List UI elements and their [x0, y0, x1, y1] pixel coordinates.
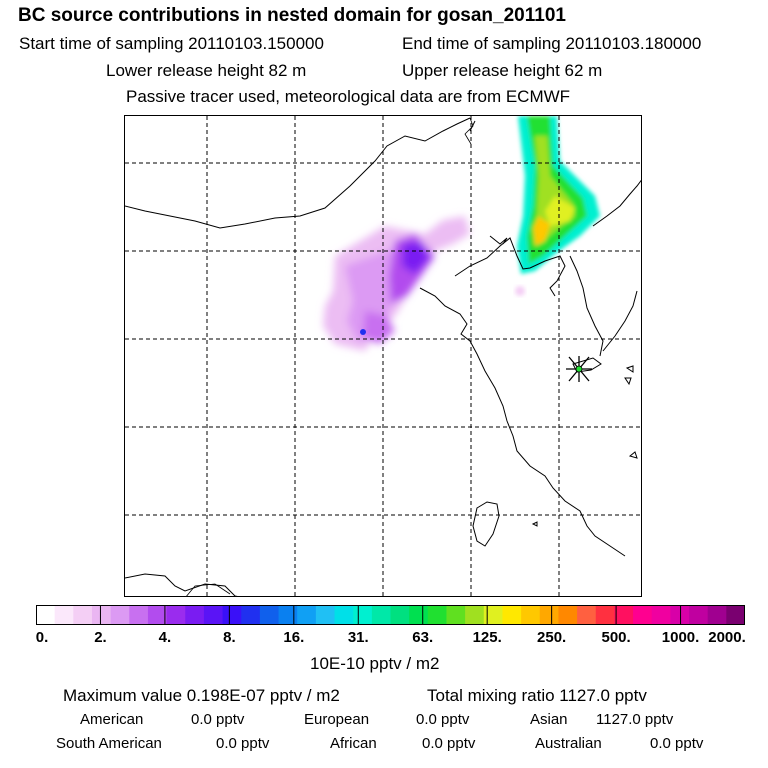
color-scale-swatch [334, 605, 354, 625]
color-scale-tick-label: 125. [472, 629, 502, 646]
color-scale-swatch [539, 605, 560, 625]
color-scale-swatch [465, 605, 485, 625]
color-scale-swatch [371, 605, 392, 625]
color-scale-swatch [315, 605, 336, 625]
color-scale-swatch [390, 605, 410, 625]
australian-value: 0.0 pptv [650, 735, 704, 752]
australian-label: Australian [535, 735, 602, 752]
color-scale-swatch [110, 605, 130, 625]
color-scale-tick-label: 0. [35, 629, 49, 646]
asterisk-marker [566, 356, 592, 382]
color-scale-swatch [278, 605, 298, 625]
lower-height-label: Lower release height 82 m [106, 61, 307, 80]
map-canvas [125, 116, 641, 596]
color-scale-swatch [595, 605, 615, 625]
max-value-label: Maximum value 0.198E-07 pptv / m2 [63, 686, 340, 705]
color-scale-swatch [558, 605, 578, 625]
color-scale-tick-label: 31. [347, 629, 369, 646]
color-scale-tick-label: 8. [223, 629, 236, 646]
color-scale-swatch [409, 605, 429, 625]
color-scale-swatch [707, 605, 727, 625]
borders [186, 117, 474, 596]
american-value: 0.0 pptv [191, 711, 245, 728]
color-scale-swatch [726, 605, 745, 625]
color-scale-swatch [259, 605, 280, 625]
tracer-label: Passive tracer used, meteorological data… [126, 87, 571, 106]
color-scale-tick-label: 250. [537, 629, 567, 646]
color-scale-swatch [36, 605, 56, 625]
color-scale-swatch [670, 605, 690, 625]
color-scale-tick-label: 500. [601, 629, 631, 646]
color-scale-swatch [651, 605, 671, 625]
color-scale-swatch [353, 605, 373, 625]
asian-label: Asian [530, 711, 568, 728]
color-scale-swatch [73, 605, 93, 625]
color-scale-swatch [614, 605, 634, 625]
color-scale-swatch [54, 605, 74, 625]
color-scale-border [36, 605, 745, 625]
european-label: European [304, 711, 370, 728]
color-scale-swatch [689, 605, 709, 625]
color-scale-tick-label: 2000. [708, 629, 746, 646]
start-time-label: Start time of sampling 20110103.150000 [19, 34, 324, 53]
color-scale-tick-label: 16. [283, 629, 305, 646]
color-scale-swatch [633, 605, 653, 625]
plume-spot [515, 286, 525, 296]
color-scale-swatch [502, 605, 522, 625]
color-scale-tick-label: 2. [94, 629, 107, 646]
color-scale-bar [36, 605, 745, 625]
color-scale-swatch [129, 605, 149, 625]
color-scale-swatch [185, 605, 205, 625]
color-scale-swatch [521, 605, 541, 625]
total-mixing-ratio-label: Total mixing ratio 1127.0 pptv [427, 686, 647, 705]
coastlines [125, 117, 641, 596]
map-frame [124, 115, 642, 597]
color-scale-swatch [427, 605, 448, 625]
color-scale-swatch [446, 605, 466, 625]
american-label: American [80, 711, 144, 728]
european-value: 0.0 pptv [416, 711, 470, 728]
upper-height-label: Upper release height 62 m [402, 61, 603, 80]
color-scale-swatch [241, 605, 261, 625]
african-label: African [330, 735, 377, 752]
color-scale-swatch [483, 605, 504, 625]
asian-value: 1127.0 pptv [596, 711, 674, 728]
african-value: 0.0 pptv [422, 735, 476, 752]
south-american-label: South American [56, 735, 162, 752]
color-scale-swatch [203, 605, 224, 625]
lat-lon-grid [125, 116, 641, 596]
south-american-value: 0.0 pptv [216, 735, 270, 752]
color-scale-tick-label: 1000. [661, 629, 700, 646]
color-scale-tick-label: 63. [412, 629, 434, 646]
end-time-label: End time of sampling 20110103.180000 [402, 34, 702, 53]
color-scale-swatch [297, 605, 317, 625]
color-scale-swatch [166, 605, 186, 625]
color-scale-swatch [91, 605, 112, 625]
color-scale-swatch [222, 605, 242, 625]
color-scale-swatch [577, 605, 597, 625]
plume-inland [323, 216, 470, 351]
color-scale-unit: 10E-10 pptv / m2 [310, 654, 440, 673]
plot-title: BC source contributions in nested domain… [18, 5, 566, 26]
color-scale-tick-label: 4. [158, 629, 172, 646]
color-scale-swatch [147, 605, 168, 625]
plume-hotspot [360, 329, 366, 335]
